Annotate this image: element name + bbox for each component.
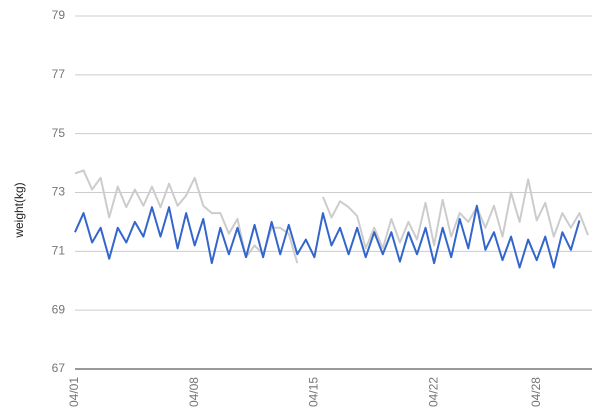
y-tick-label: 67 <box>52 361 66 375</box>
y-tick-label: 79 <box>52 8 66 22</box>
y-tick-label: 77 <box>52 67 66 81</box>
series-line <box>74 169 589 264</box>
y-tick-label: 73 <box>52 185 66 199</box>
y-tick-label: 71 <box>52 244 66 258</box>
y-tick-label: 69 <box>52 302 66 316</box>
x-tick-label: 04/08 <box>187 377 201 407</box>
x-tick-label: 04/01 <box>67 377 81 407</box>
x-tick-label: 04/28 <box>529 377 543 407</box>
x-tick-label: 04/22 <box>426 377 440 407</box>
series-line <box>74 204 581 269</box>
y-tick-label: 75 <box>52 126 66 140</box>
x-tick-label: 04/15 <box>307 377 321 407</box>
y-axis-label: weight(kg) <box>12 182 26 238</box>
